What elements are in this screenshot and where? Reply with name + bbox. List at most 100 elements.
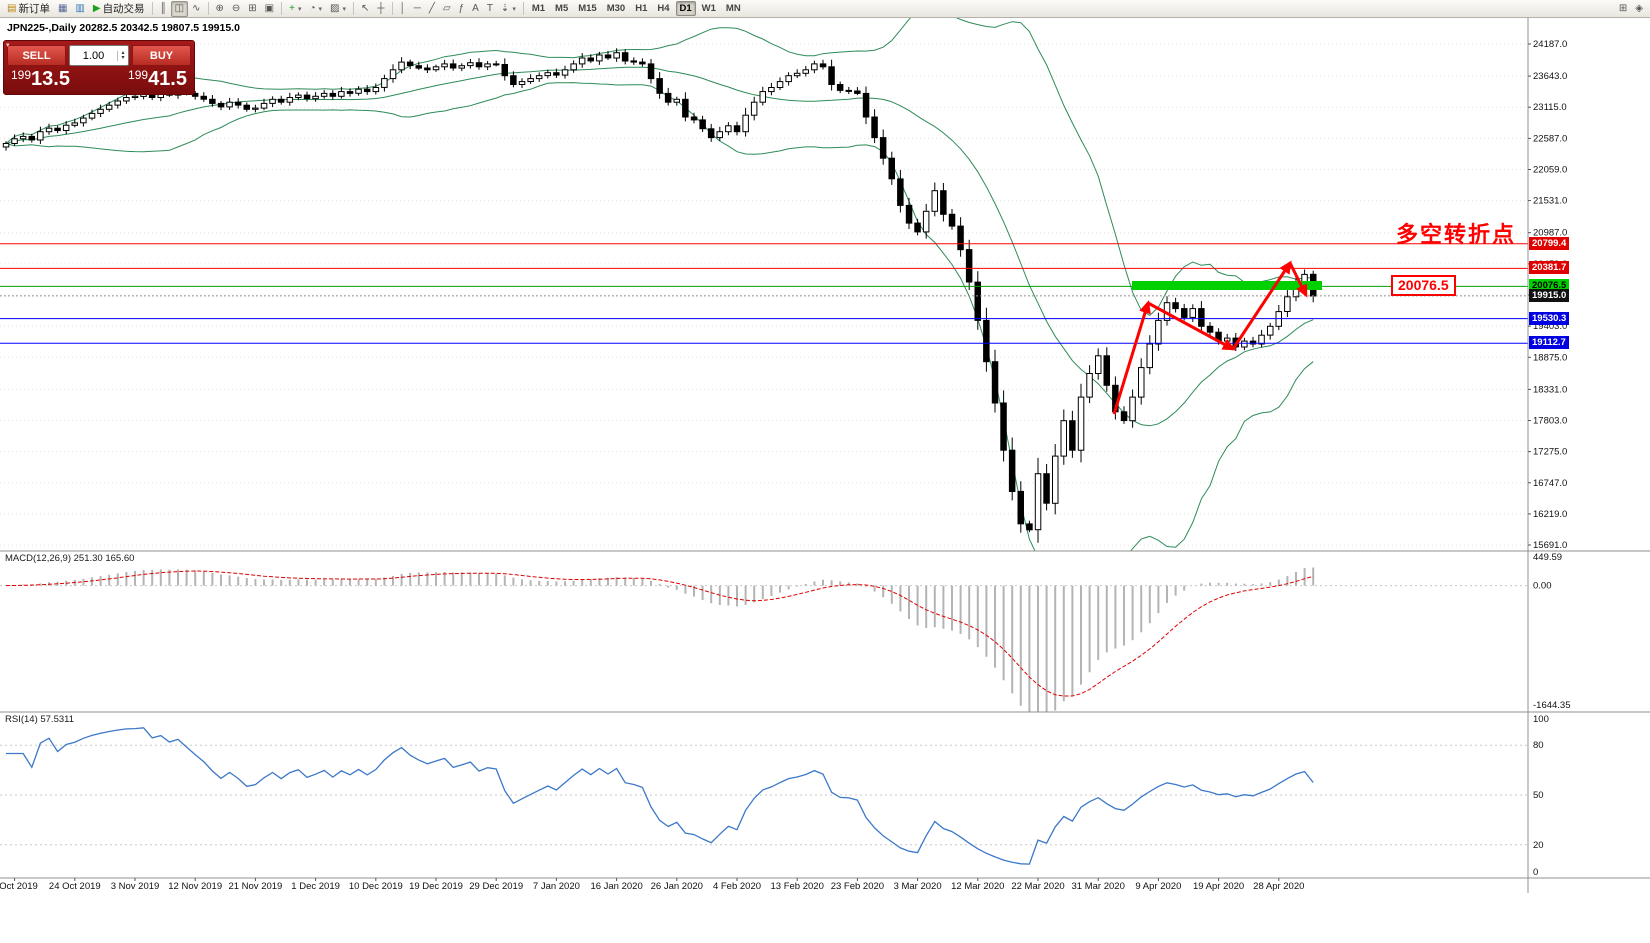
price-label-19530.3: 19530.3 bbox=[1529, 312, 1570, 325]
sell-button[interactable]: SELL bbox=[7, 45, 66, 66]
indicators-button[interactable]: + ▾ bbox=[285, 1, 305, 17]
market-watch-button[interactable]: ▥ bbox=[71, 1, 88, 17]
svg-text:15691.0: 15691.0 bbox=[1533, 540, 1567, 551]
timeframe-m15-button[interactable]: M15 bbox=[574, 1, 600, 16]
svg-text:12 Nov 2019: 12 Nov 2019 bbox=[168, 881, 222, 892]
objects-list-button[interactable]: ▣ bbox=[261, 1, 278, 17]
rsi-axis: 100 80 50 20 0 bbox=[1533, 714, 1549, 878]
svg-text:23115.0: 23115.0 bbox=[1533, 102, 1567, 113]
toolbar-separator bbox=[522, 2, 524, 15]
timeframe-mn-button[interactable]: MN bbox=[722, 1, 745, 16]
grid-icon: ⊞ bbox=[248, 2, 257, 14]
toolbar-separator bbox=[281, 2, 283, 15]
label-button[interactable]: T bbox=[483, 1, 497, 17]
toolbar-separator bbox=[391, 2, 393, 15]
candlestick-chart-button[interactable]: ◫ bbox=[170, 0, 189, 17]
svg-text:22059.0: 22059.0 bbox=[1533, 165, 1567, 176]
volume-down-button[interactable]: ▾ bbox=[121, 54, 125, 61]
price-label-20381.7: 20381.7 bbox=[1529, 261, 1570, 274]
cursor-button[interactable]: ↖ bbox=[357, 1, 373, 17]
autotrading-icon: ▶ bbox=[92, 2, 101, 14]
price-label-20076.5: 20076.5 bbox=[1529, 279, 1570, 292]
svg-text:20: 20 bbox=[1533, 840, 1544, 851]
svg-text:18331.0: 18331.0 bbox=[1533, 384, 1567, 395]
timeframe-d1-button[interactable]: D1 bbox=[675, 1, 696, 16]
bar-chart-button[interactable]: ║ bbox=[156, 1, 171, 17]
buy-button[interactable]: BUY bbox=[132, 45, 191, 66]
timeframe-m5-button[interactable]: M5 bbox=[551, 1, 572, 16]
volume-up-button[interactable]: ▴ bbox=[121, 49, 125, 56]
channel-icon: ▱ bbox=[442, 2, 451, 14]
trend-arrows[interactable] bbox=[1112, 260, 1308, 415]
new-order-button[interactable]: ▤ 新订单 bbox=[3, 1, 54, 17]
indicators-icon: + bbox=[289, 2, 295, 14]
timeframe-h4-button[interactable]: H4 bbox=[653, 1, 673, 16]
svg-text:50: 50 bbox=[1533, 790, 1544, 801]
autotrading-button[interactable]: ▶ 自动交易 bbox=[89, 1, 149, 17]
svg-text:100: 100 bbox=[1533, 714, 1549, 725]
buy-price: 19941.5 bbox=[128, 68, 187, 90]
time-axis[interactable]: 5 Oct 2019 24 Oct 2019 3 Nov 2019 12 Nov 20… bbox=[0, 878, 1304, 892]
svg-text:16219.0: 16219.0 bbox=[1533, 509, 1567, 520]
text-icon: A bbox=[472, 2, 479, 14]
dropdown-caret-icon: ▾ bbox=[297, 5, 302, 13]
horizontal-line-button[interactable]: ─ bbox=[410, 1, 425, 17]
grid-button[interactable]: ⊞ bbox=[244, 1, 260, 17]
macd-signal-line bbox=[5, 570, 1314, 697]
price-callout-box[interactable]: 20076.5 bbox=[1391, 275, 1456, 296]
help-button[interactable]: ◈ bbox=[1631, 1, 1647, 17]
templates-button[interactable]: ▨ ▾ bbox=[326, 1, 350, 17]
price-label-19112.7: 19112.7 bbox=[1529, 336, 1569, 349]
arrows-button[interactable]: ⇣ ▾ bbox=[497, 1, 520, 17]
svg-text:24 Oct 2019: 24 Oct 2019 bbox=[49, 881, 101, 892]
fibonacci-button[interactable]: ƒ bbox=[455, 1, 469, 17]
line-chart-button[interactable]: ∿ bbox=[188, 1, 204, 17]
new-order-icon: ▤ bbox=[7, 2, 17, 14]
svg-text:7 Jan 2020: 7 Jan 2020 bbox=[533, 881, 580, 892]
timeframe-m30-button[interactable]: M30 bbox=[603, 1, 629, 16]
zoom-out-button[interactable]: ⊖ bbox=[228, 1, 244, 17]
svg-text:12 Mar 2020: 12 Mar 2020 bbox=[951, 881, 1004, 892]
channel-button[interactable]: ▱ bbox=[439, 1, 455, 17]
svg-text:9 Apr 2020: 9 Apr 2020 bbox=[1135, 881, 1181, 892]
arrows-icon: ⇣ bbox=[500, 2, 510, 14]
charts-grid-icon: ▦ bbox=[57, 2, 68, 14]
svg-text:29 Dec 2019: 29 Dec 2019 bbox=[469, 881, 523, 892]
timeframe-m1-button[interactable]: M1 bbox=[528, 1, 549, 16]
vertical-line-button[interactable]: │ bbox=[396, 1, 410, 17]
svg-text:3 Mar 2020: 3 Mar 2020 bbox=[894, 881, 942, 892]
trendline-button[interactable]: ╱ bbox=[425, 1, 439, 17]
toolbar: ▤ 新订单 ▦ ▥ ▶ 自动交易 ║ ◫ ∿ ⊕ ⊖ ⊞ ▣ + ▾ ◔ ▾ ▨ ▾ ↖ ┼ │ ─ ╱ ▱ ƒ A T ⇣ ▾ M1 M5 M… bbox=[0, 0, 1650, 18]
svg-text:0.00: 0.00 bbox=[1533, 581, 1552, 592]
timeframe-h1-button[interactable]: H1 bbox=[631, 1, 651, 16]
crosshair-icon: ┼ bbox=[377, 2, 385, 14]
new-window-button[interactable]: ⊞ bbox=[1615, 1, 1631, 17]
collapse-panel-icon[interactable]: ▾ bbox=[6, 42, 10, 49]
fibonacci-icon: ƒ bbox=[458, 2, 465, 14]
svg-text:20987.0: 20987.0 bbox=[1533, 228, 1567, 239]
grid-lines bbox=[0, 43, 1528, 546]
svg-text:19 Dec 2019: 19 Dec 2019 bbox=[409, 881, 463, 892]
sell-price: 19913.5 bbox=[11, 68, 70, 90]
line-chart-icon: ∿ bbox=[192, 2, 201, 14]
charts-grid-button[interactable]: ▦ bbox=[54, 1, 71, 17]
svg-text:21531.0: 21531.0 bbox=[1533, 196, 1567, 207]
text-button[interactable]: A bbox=[468, 1, 483, 17]
volume-input[interactable]: 1.00 ▴ ▾ bbox=[69, 45, 129, 66]
svg-text:23 Feb 2020: 23 Feb 2020 bbox=[831, 881, 884, 892]
svg-text:3 Nov 2019: 3 Nov 2019 bbox=[111, 881, 160, 892]
crosshair-button[interactable]: ┼ bbox=[373, 1, 388, 17]
zoom-in-button[interactable]: ⊕ bbox=[212, 1, 228, 17]
rsi-line bbox=[6, 727, 1314, 865]
periods-button[interactable]: ◔ ▾ bbox=[305, 1, 326, 17]
svg-text:17275.0: 17275.0 bbox=[1533, 447, 1567, 458]
chart-text-annotation[interactable]: 多空转折点 bbox=[1395, 222, 1516, 247]
toolbar-separator bbox=[151, 2, 153, 15]
svg-text:22587.0: 22587.0 bbox=[1533, 133, 1567, 144]
svg-text:1 Dec 2019: 1 Dec 2019 bbox=[291, 881, 340, 892]
support-zone-bar[interactable] bbox=[1132, 281, 1322, 290]
volume-value[interactable]: 1.00 bbox=[82, 49, 105, 62]
timeframe-w1-button[interactable]: W1 bbox=[698, 1, 720, 16]
